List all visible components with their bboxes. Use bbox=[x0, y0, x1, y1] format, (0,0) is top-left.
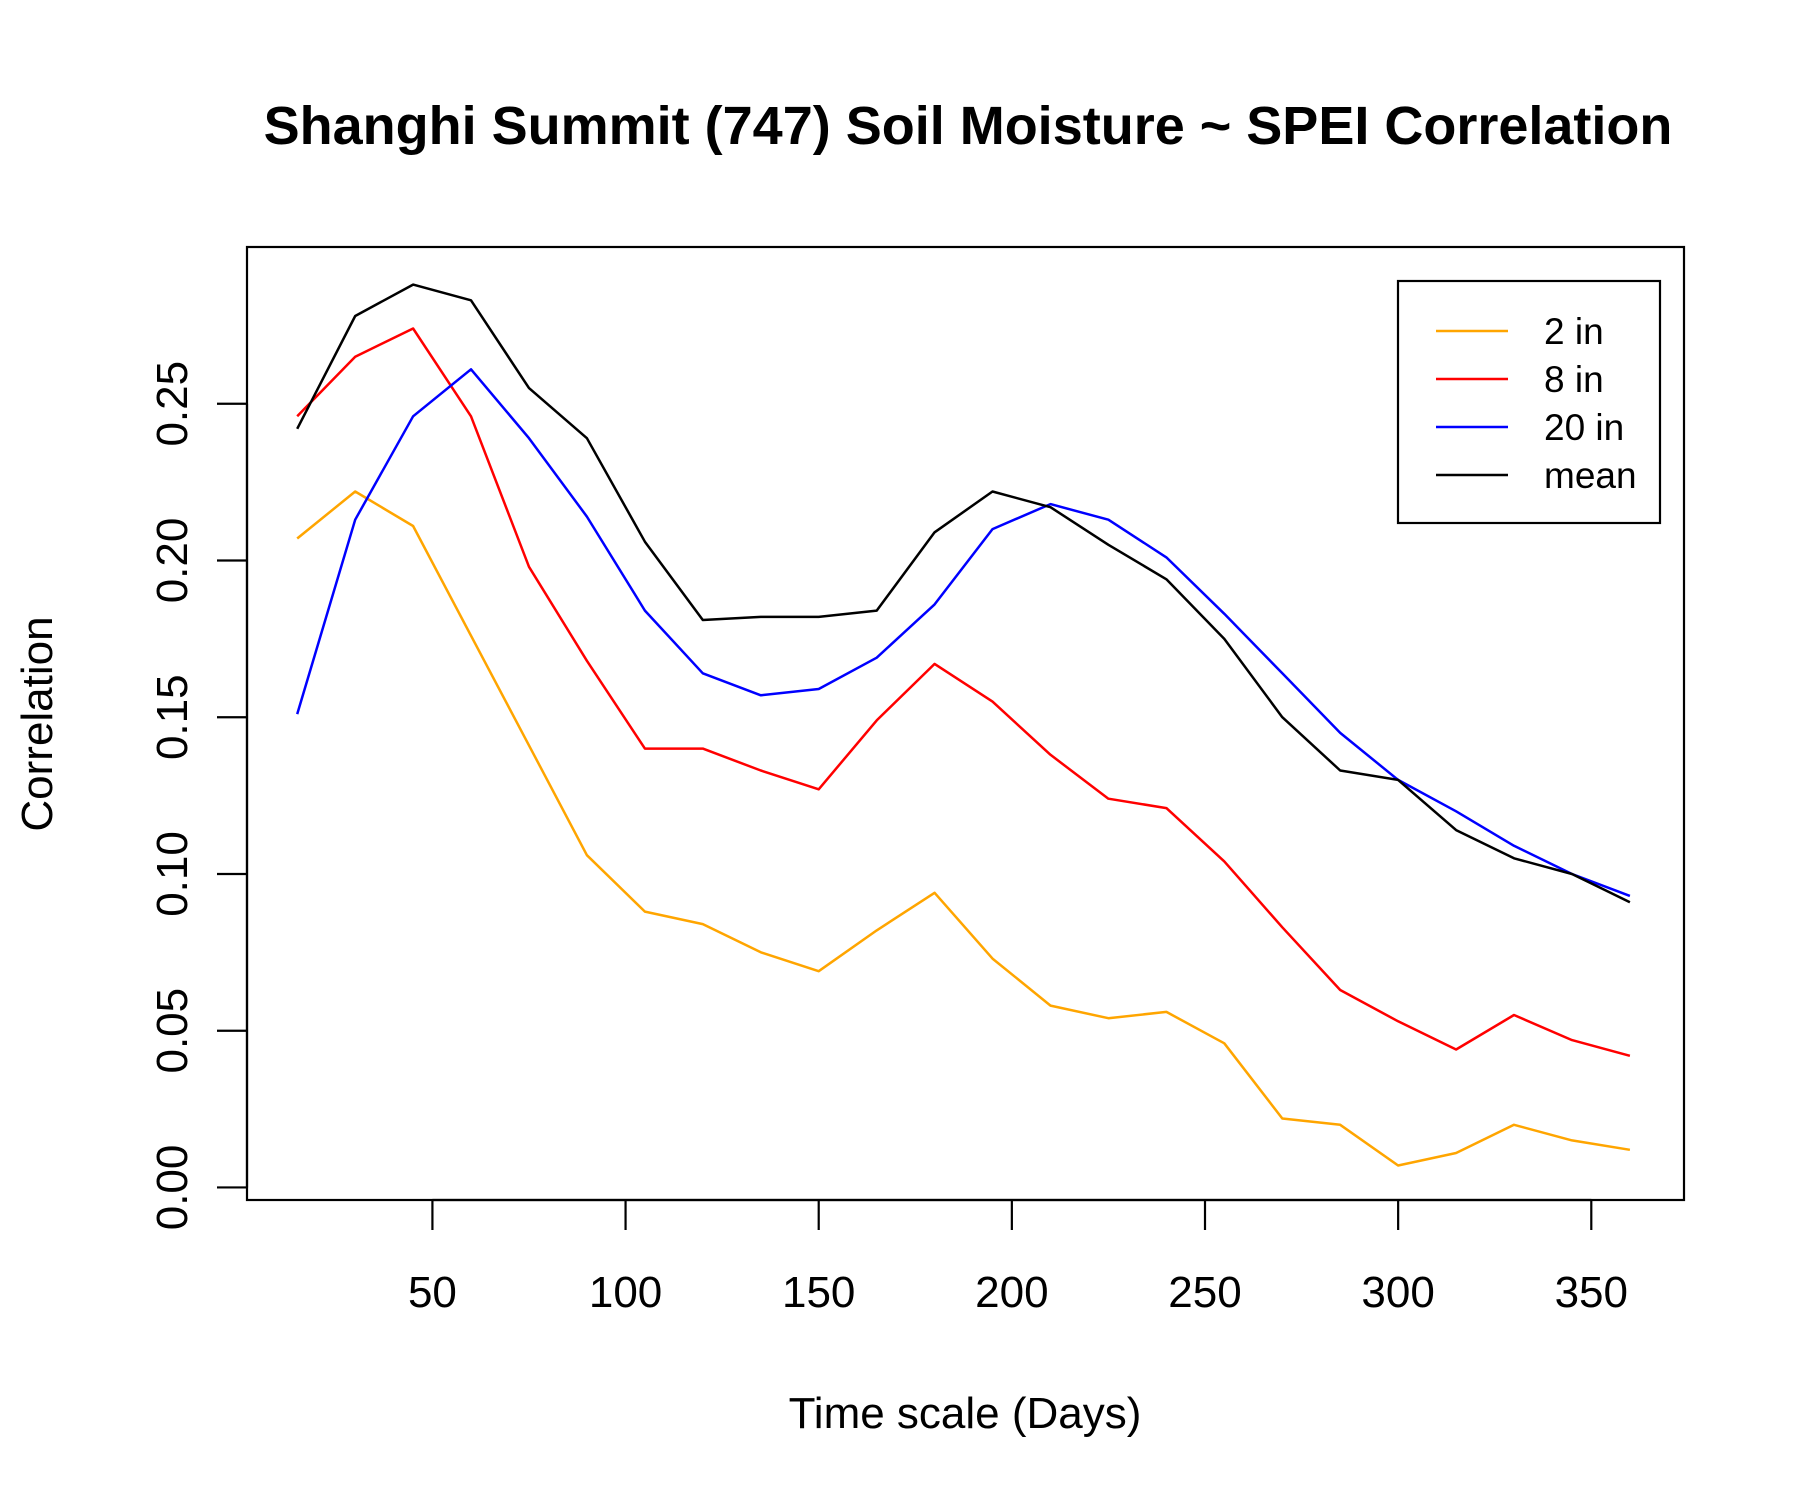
x-axis: 50 100 150 200 250 300 350 bbox=[408, 1198, 1628, 1317]
x-axis-label: Time scale (Days) bbox=[789, 1389, 1142, 1438]
x-tick-label: 250 bbox=[1168, 1268, 1241, 1317]
x-tick-label: 100 bbox=[589, 1268, 662, 1317]
x-tick-label: 350 bbox=[1555, 1268, 1628, 1317]
y-tick-label: 0.00 bbox=[148, 1145, 197, 1231]
legend-box bbox=[1396, 279, 1662, 525]
x-tick-label: 150 bbox=[782, 1268, 855, 1317]
legend-label: 8 in bbox=[1544, 359, 1604, 400]
y-tick-label: 0.15 bbox=[148, 674, 197, 760]
y-tick-label: 0.20 bbox=[148, 518, 197, 604]
series-line-8-in bbox=[296, 327, 1631, 1058]
series-layer bbox=[296, 283, 1631, 1167]
series-line-20-in bbox=[296, 368, 1631, 898]
y-tick-label: 0.05 bbox=[148, 988, 197, 1074]
legend-label: 2 in bbox=[1544, 311, 1604, 352]
legend-label: mean bbox=[1544, 455, 1637, 496]
y-axis-label: Correlation bbox=[13, 616, 62, 831]
x-tick-label: 50 bbox=[408, 1268, 457, 1317]
series-line-mean bbox=[296, 283, 1631, 904]
legend-label: 20 in bbox=[1544, 407, 1624, 448]
chart-title: Shanghi Summit (747) Soil Moisture ~ SPE… bbox=[264, 96, 1673, 156]
y-tick-label: 0.10 bbox=[148, 831, 197, 917]
x-tick-label: 200 bbox=[975, 1268, 1048, 1317]
legend: 2 in 8 in 20 in mean bbox=[1396, 279, 1662, 525]
series-line-2-in bbox=[296, 490, 1631, 1167]
x-tick-label: 300 bbox=[1361, 1268, 1434, 1317]
y-tick-label: 0.25 bbox=[148, 361, 197, 447]
y-axis: 0.00 0.05 0.10 0.15 0.20 0.25 bbox=[148, 361, 249, 1231]
